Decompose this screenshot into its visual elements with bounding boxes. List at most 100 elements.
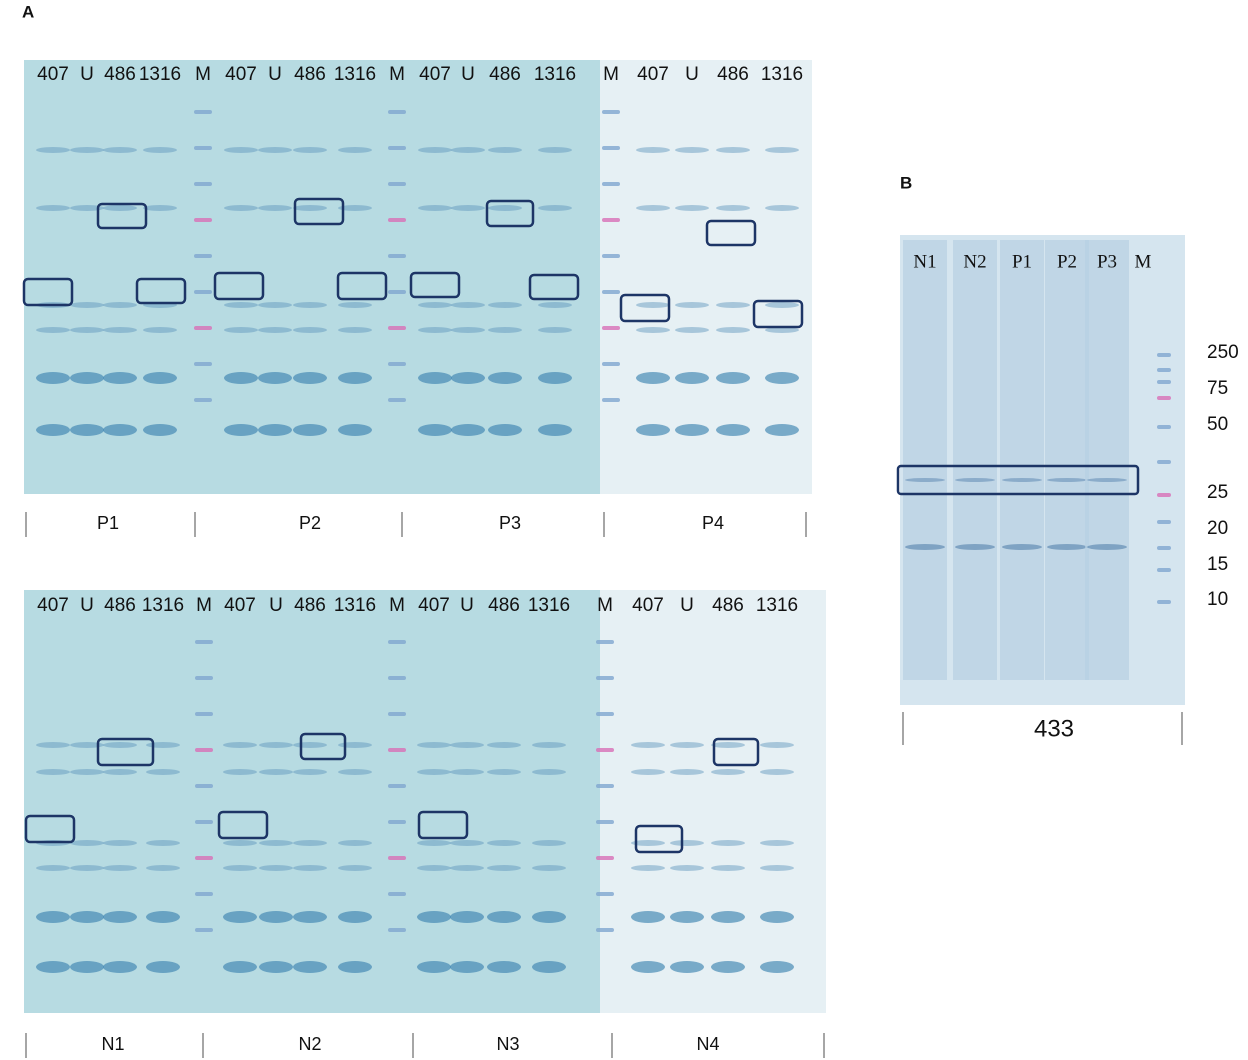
protein-band [631, 742, 665, 748]
protein-band [293, 327, 327, 333]
protein-band [532, 769, 566, 775]
protein-band [103, 147, 137, 153]
protein-band [451, 327, 485, 333]
protein-band [293, 961, 327, 973]
protein-band [450, 840, 484, 846]
protein-band [293, 769, 327, 775]
protein-band [488, 424, 522, 436]
marker-band [195, 640, 213, 644]
marker-band [194, 362, 212, 366]
protein-band [143, 147, 177, 153]
highlight-box [752, 299, 804, 329]
protein-band [143, 424, 177, 436]
protein-band [418, 302, 452, 308]
highlight-box [619, 293, 671, 323]
protein-band [70, 911, 104, 923]
protein-band [223, 742, 257, 748]
protein-band [716, 147, 750, 153]
marker-size-label: 10 [1207, 589, 1228, 610]
protein-band [670, 911, 704, 923]
protein-band [636, 205, 670, 211]
marker-size-label: 20 [1207, 518, 1228, 539]
marker-band [388, 892, 406, 896]
protein-band [293, 742, 327, 748]
lane-label: M [195, 64, 211, 85]
protein-band [293, 372, 327, 384]
marker-band [602, 362, 620, 366]
marker-band [388, 218, 406, 222]
protein-band [259, 742, 293, 748]
sample-label: P3 [499, 513, 521, 533]
protein-band [417, 840, 451, 846]
protein-band [70, 840, 104, 846]
protein-band [143, 205, 177, 211]
protein-band [146, 865, 180, 871]
protein-band [636, 147, 670, 153]
protein-band [675, 147, 709, 153]
protein-band [418, 327, 452, 333]
protein-band [103, 372, 137, 384]
marker-band [194, 326, 212, 330]
lane-label: U [80, 595, 94, 616]
highlight-box [705, 219, 757, 247]
protein-band [675, 205, 709, 211]
protein-band [146, 911, 180, 923]
protein-band [417, 961, 451, 973]
protein-band [258, 327, 292, 333]
protein-band [293, 147, 327, 153]
marker-band [388, 326, 406, 330]
blot-membrane [24, 60, 600, 494]
marker-band [1157, 353, 1171, 357]
protein-band [765, 327, 799, 333]
protein-band [103, 302, 137, 308]
lane-label: M [196, 595, 212, 616]
protein-band [146, 840, 180, 846]
lane-label: M [603, 64, 619, 85]
marker-band [194, 146, 212, 150]
protein-band [258, 147, 292, 153]
protein-band [955, 478, 995, 482]
marker-size-label: 25 [1207, 482, 1228, 503]
protein-band [451, 372, 485, 384]
protein-band [258, 424, 292, 436]
protein-band [103, 205, 137, 211]
protein-band [70, 742, 104, 748]
highlight-box [528, 273, 580, 301]
marker-band [596, 640, 614, 644]
protein-band [338, 865, 372, 871]
protein-band [338, 840, 372, 846]
protein-band [103, 961, 137, 973]
lane-label: 407 [225, 64, 257, 85]
lane-label: P1 [1012, 251, 1032, 272]
protein-band [450, 865, 484, 871]
marker-band [195, 892, 213, 896]
marker-band [388, 820, 406, 824]
marker-band [194, 110, 212, 114]
protein-band [70, 205, 104, 211]
lane-label: U [685, 64, 699, 85]
marker-band [602, 146, 620, 150]
lane-label: M [389, 64, 405, 85]
protein-band [488, 372, 522, 384]
lane-label: N2 [963, 251, 986, 272]
marker-size-label: 50 [1207, 414, 1228, 435]
marker-band [388, 928, 406, 932]
protein-band [716, 302, 750, 308]
protein-band [418, 372, 452, 384]
protein-band [417, 742, 451, 748]
blot-membrane [600, 590, 826, 1013]
marker-band [195, 748, 213, 752]
lane-label: 1316 [534, 64, 576, 85]
protein-band [450, 911, 484, 923]
lane-label: 1316 [139, 64, 181, 85]
protein-band [70, 372, 104, 384]
protein-band [451, 424, 485, 436]
lane-label: U [461, 64, 475, 85]
protein-band [36, 424, 70, 436]
highlight-box [96, 737, 155, 767]
marker-band [195, 676, 213, 680]
highlight-box [24, 814, 76, 844]
marker-band [388, 146, 406, 150]
protein-band [711, 961, 745, 973]
protein-band [1002, 544, 1042, 550]
